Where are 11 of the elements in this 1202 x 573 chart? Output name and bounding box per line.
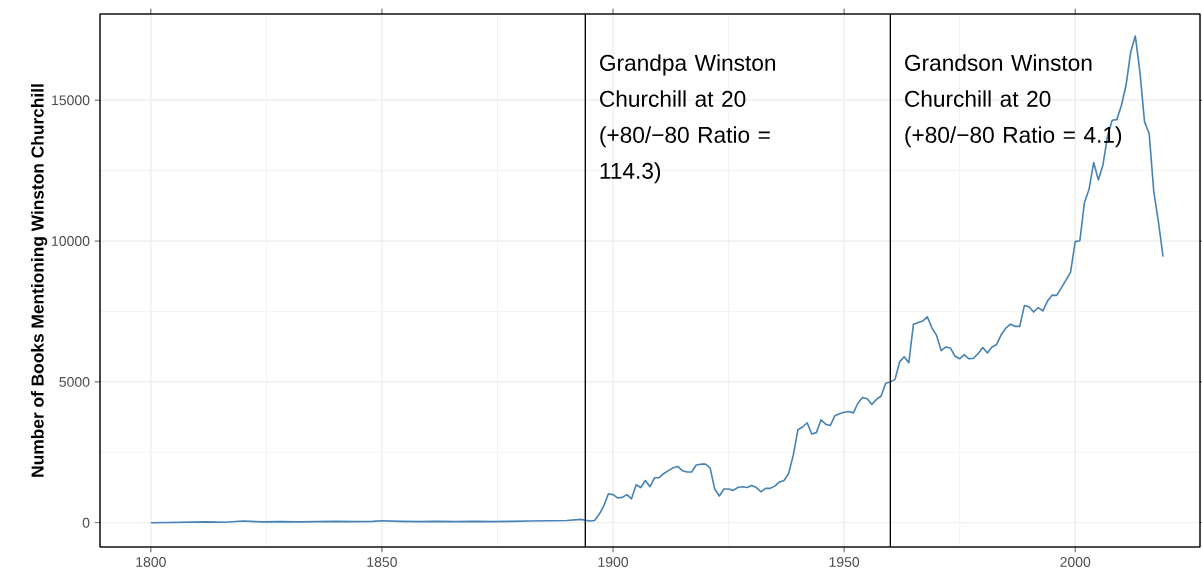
x-tick-label: 1850 — [367, 557, 397, 567]
y-tick-label: 0 — [82, 517, 90, 528]
y-tick-label: 10000 — [52, 236, 90, 247]
x-tick-label: 1950 — [829, 557, 860, 567]
x-tick-label: 2000 — [1060, 557, 1091, 567]
x-tick-label: 1900 — [598, 557, 629, 567]
y-tick-label: 5000 — [59, 376, 90, 387]
y-tick-label: 15000 — [52, 95, 90, 106]
x-tick-label: 1800 — [136, 557, 166, 567]
annotation: Grandpa Winston Churchill at 20 (+80/−80 Ratio = 114.3) — [600, 54, 776, 184]
y-axis-title: Number of Books Mentioning Winston Churchill — [30, 84, 48, 477]
